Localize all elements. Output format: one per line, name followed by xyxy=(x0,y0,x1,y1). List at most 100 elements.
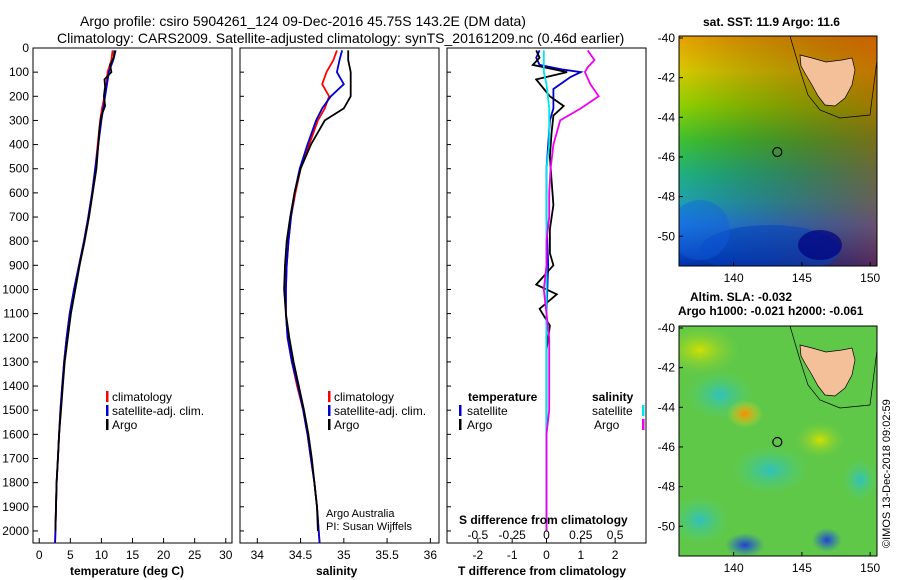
salinity-panel: 34 34.5 35 35.5 36 climatology satellite-adj… xyxy=(239,47,440,578)
depth-tick-label: 1600 xyxy=(2,427,29,441)
map-y-tick-label: -48 xyxy=(658,190,676,204)
depth-tick-label: 0 xyxy=(22,41,29,55)
map-x-tick-label: 145 xyxy=(792,271,812,285)
S-difference-label: S difference from climatology xyxy=(459,513,628,527)
depth-tick-label: 400 xyxy=(9,138,29,152)
legend-label-argo: Argo xyxy=(112,418,138,432)
depth-tick-label: 500 xyxy=(9,162,29,176)
series-climatology xyxy=(284,50,338,544)
salinity-x-label: salinity xyxy=(316,564,358,578)
depth-tick-label: 300 xyxy=(9,113,29,127)
depth-tick-label: 1200 xyxy=(2,331,29,345)
legend-swatch-satellite xyxy=(106,405,109,416)
legend-swatch-T-argo xyxy=(459,419,462,430)
map-y-tick-label: -50 xyxy=(658,519,676,533)
legend-swatch-S-satellite xyxy=(642,405,645,416)
depth-tick-label: 200 xyxy=(9,89,29,103)
sla-title: Altim. SLA: -0.032 xyxy=(690,290,792,304)
map-x-tick-label: 140 xyxy=(724,271,744,285)
legend-label-T-argo: Argo xyxy=(467,418,493,432)
difference-x-axis: -2 -1 0 1 2 xyxy=(473,538,619,562)
x-tick-label: 36 xyxy=(424,548,438,562)
x-tick-label: 5 xyxy=(67,548,74,562)
temperature-panel: 0100200300400500600700800900100011001200… xyxy=(2,41,451,578)
legend-swatch-argo xyxy=(328,419,331,430)
salinity-legend: climatology satellite-adj. clim. Argo xyxy=(328,390,426,432)
depth-tick-label: 1000 xyxy=(2,282,29,296)
x-tick-label: 30 xyxy=(219,548,233,562)
sla-shelf-contour xyxy=(789,326,877,409)
salinity-x-axis: 34 34.5 35 35.5 36 xyxy=(251,538,438,562)
x-tick-label: 35.5 xyxy=(375,548,399,562)
tasmania xyxy=(799,344,856,397)
S-difference-ticks: -0.5 -0.25 0 0.25 0.5 xyxy=(468,528,624,542)
depth-tick-label: 1400 xyxy=(2,379,29,393)
x-tick-label: 34.5 xyxy=(289,548,313,562)
temperature-series xyxy=(54,50,117,544)
header-line2: Climatology: CARS2009. Satellite-adjuste… xyxy=(57,30,624,46)
map-y-tick-label: -44 xyxy=(658,400,676,414)
temperature-x-label: temperature (deg C) xyxy=(70,564,184,578)
series-argo xyxy=(283,50,352,531)
sla-blob xyxy=(679,495,730,545)
legend-label-climatology: climatology xyxy=(112,390,172,404)
credit-line2: PI: Susan Wijffels xyxy=(326,521,412,533)
legend-label-argo: Argo xyxy=(334,418,360,432)
legend-swatch-S-argo xyxy=(642,419,645,430)
legend-label-T-satellite: satellite xyxy=(467,404,508,418)
legend-label-S-satellite: satellite xyxy=(592,404,633,418)
x-tick-label: 0 xyxy=(543,548,550,562)
difference-panel: -2 -1 0 1 2 temperature satellite Argo salin… xyxy=(446,47,647,578)
legend-swatch-argo xyxy=(106,419,109,430)
depth-tick-label: 2000 xyxy=(2,524,29,538)
legend-label-climatology: climatology xyxy=(334,390,394,404)
sla-argo-position xyxy=(772,436,783,448)
depth-tick-label: 100 xyxy=(9,65,29,79)
sst-shelf-contour xyxy=(789,36,877,119)
header-line1: Argo profile: csiro 5904261_124 09-Dec-2… xyxy=(80,13,526,29)
depth-tick-label: 600 xyxy=(9,186,29,200)
legend-label-satellite: satellite-adj. clim. xyxy=(112,404,204,418)
sst-frame xyxy=(678,35,878,267)
legend-swatch-T-satellite xyxy=(459,405,462,416)
sst-argo-position xyxy=(772,146,783,158)
legend-title-temperature: temperature xyxy=(468,390,538,404)
x-tick-label: 1 xyxy=(577,548,584,562)
legend-swatch-climatology xyxy=(328,391,331,402)
sla-map: Altim. SLA: -0.032 Argo h1000: -0.021 h2… xyxy=(658,290,881,575)
series-t-satellite xyxy=(535,50,584,531)
map-x-tick-label: 150 xyxy=(860,271,880,285)
map-y-tick-label: -42 xyxy=(658,71,676,85)
depth-tick-label: 900 xyxy=(9,258,29,272)
depth-tick-label: 1800 xyxy=(2,476,29,490)
series-argo xyxy=(54,50,116,531)
sla-blob xyxy=(842,458,877,502)
x-tick-label: 2 xyxy=(612,548,619,562)
T-difference-label: T difference from climatology xyxy=(458,564,626,578)
legend-label-S-argo: Argo xyxy=(594,418,620,432)
S-tick-label: -0.5 xyxy=(468,528,489,542)
series-s-argo xyxy=(542,49,600,531)
x-tick-label: 0 xyxy=(36,548,43,562)
x-tick-label: 15 xyxy=(126,548,140,562)
difference-legend: temperature satellite Argo salinity sate… xyxy=(459,390,645,432)
temperature-legend: climatology satellite-adj. clim. Argo xyxy=(106,390,204,432)
map-y-tick-label: -44 xyxy=(658,110,676,124)
sla-axes: 140 145 150 -40 -42 -44 -46 -48 -50 xyxy=(658,321,881,575)
map-y-tick-label: -42 xyxy=(658,361,676,375)
legend-label-satellite: satellite-adj. clim. xyxy=(334,404,426,418)
sla-frame xyxy=(678,325,878,557)
S-tick-label: 0 xyxy=(543,528,550,542)
depth-tick-label: 1300 xyxy=(2,355,29,369)
salinity-frame xyxy=(239,47,440,544)
S-tick-label: 0.5 xyxy=(607,528,624,542)
imos-stamp: ©IMOS 13-Dec-2018 09:02:59 xyxy=(881,399,893,548)
depth-tick-label: 800 xyxy=(9,234,29,248)
sst-eddy xyxy=(798,230,842,260)
map-x-tick-label: 150 xyxy=(860,561,880,575)
sst-axes: 140 145 150 -40 -42 -44 -46 -48 -50 xyxy=(658,31,881,285)
series-satellite-adj-clim- xyxy=(54,50,117,544)
sla-blob xyxy=(730,445,810,495)
map-y-tick-label: -40 xyxy=(658,321,676,335)
